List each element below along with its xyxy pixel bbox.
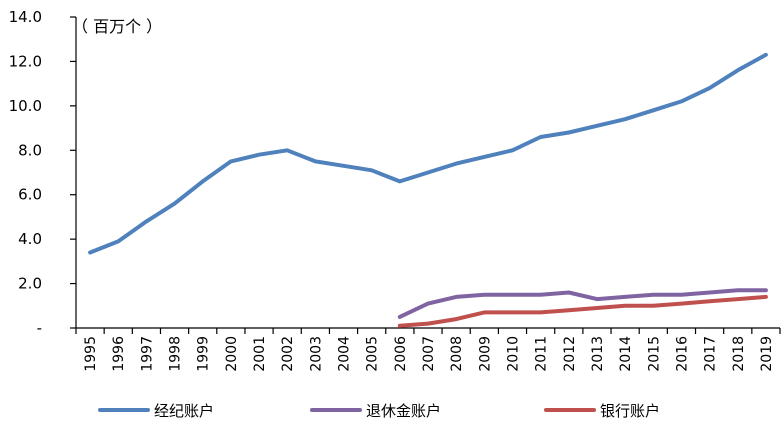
x-tick-label: 1997 <box>139 336 155 372</box>
series-line-3 <box>397 294 768 328</box>
legend-label: 退休金账户 <box>366 402 441 420</box>
legend-label: 银行账户 <box>600 402 660 420</box>
x-tick-label: 2014 <box>618 336 634 372</box>
x-tick-label: 2002 <box>280 336 296 372</box>
y-tick-label: 10.0 <box>9 97 42 115</box>
x-tick-label: 1996 <box>111 336 127 372</box>
x-tick-label: 2005 <box>365 336 381 372</box>
x-axis: 1995 1996 1997 1998 1999 2000 2001 2002 2003 2004… <box>75 327 781 372</box>
x-tick-label: 2018 <box>731 336 747 372</box>
x-tick-label: 2011 <box>534 336 550 372</box>
series-line-1 <box>88 52 768 255</box>
x-tick-label: 1995 <box>83 336 99 372</box>
x-tick-label: 2015 <box>646 336 662 372</box>
series-line-2 <box>397 288 768 319</box>
y-tick-label: 14.0 <box>9 8 42 26</box>
x-tick-label: 2009 <box>477 336 493 372</box>
y-tick-label: 4.0 <box>18 230 42 248</box>
legend-label: 经纪账户 <box>154 402 214 420</box>
x-tick-label: 2007 <box>421 336 437 372</box>
y-axis-unit-label: （ 百万个 ） <box>72 17 162 36</box>
series-layer <box>88 52 768 328</box>
y-tick-label: 2.0 <box>18 275 42 293</box>
y-tick-label: 8.0 <box>18 141 42 159</box>
x-tick-label: 2013 <box>590 336 606 372</box>
y-tick-label: 12.0 <box>9 52 42 70</box>
x-tick-label: 2003 <box>308 336 324 372</box>
x-tick-label: 2006 <box>393 336 409 372</box>
x-tick-label: 2012 <box>562 336 578 372</box>
x-tick-label: 2016 <box>674 336 690 372</box>
x-tick-label: 2000 <box>224 336 240 372</box>
y-tick-label: - <box>37 319 42 337</box>
x-tick-label: 1998 <box>168 336 184 372</box>
x-tick-label: 1999 <box>196 336 212 372</box>
x-tick-label: 2001 <box>252 336 268 372</box>
y-axis: 14.0 12.0 10.0 8.0 6.0 4.0 2.0 - <box>9 8 77 337</box>
legend: 经纪账户 退休金账户 银行账户 <box>98 402 660 420</box>
x-tick-label: 2010 <box>505 336 521 372</box>
x-tick-label: 2008 <box>449 336 465 372</box>
x-tick-label: 2017 <box>703 336 719 372</box>
x-tick-label: 2019 <box>759 336 775 372</box>
x-tick-label: 2004 <box>337 336 353 372</box>
y-tick-label: 6.0 <box>18 186 42 204</box>
